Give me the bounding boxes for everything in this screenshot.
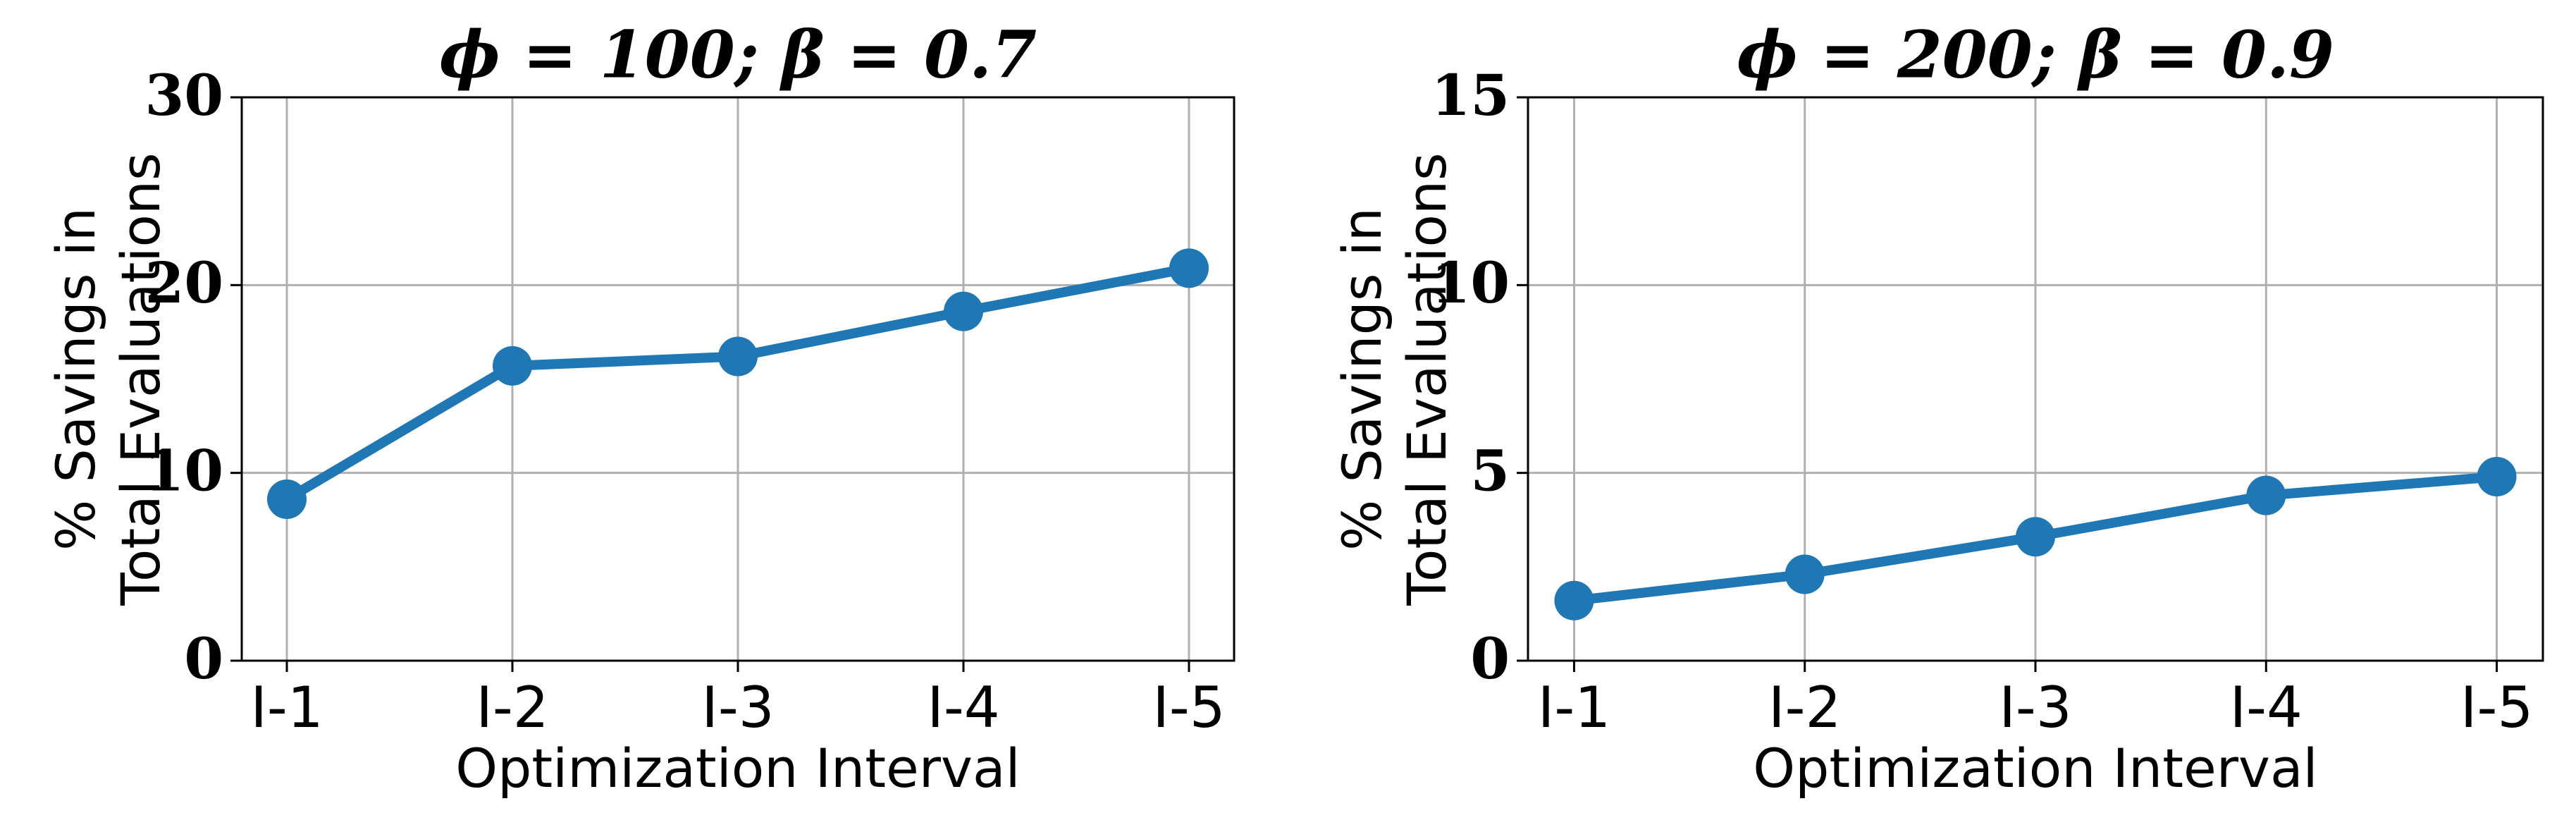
chart-title: ϕ = 200; β = 0.9 xyxy=(1737,17,2334,93)
data-point xyxy=(2016,517,2055,557)
y-tick-label: 30 xyxy=(145,62,223,128)
x-axis-label: Optimization Interval xyxy=(455,737,1020,800)
x-tick-label: I-1 xyxy=(250,675,323,740)
x-axis-label: Optimization Interval xyxy=(1753,737,2317,800)
x-tick-label: I-5 xyxy=(2460,675,2533,740)
plot-frame xyxy=(240,96,1235,662)
x-tick-label: I-4 xyxy=(2230,675,2303,740)
y-axis-label: % Savings in xyxy=(44,207,107,551)
data-point xyxy=(1169,248,1209,288)
x-tick-label: I-3 xyxy=(1999,675,2071,740)
x-tick-label: I-1 xyxy=(1538,675,1610,740)
y-tick-label: 0 xyxy=(184,625,223,692)
y-axis-label: % Savings in xyxy=(1331,207,1393,551)
data-point xyxy=(2246,475,2286,515)
x-tick-label: I-3 xyxy=(701,675,774,740)
y-tick-label: 5 xyxy=(1470,438,1510,504)
x-tick-label: I-2 xyxy=(476,675,548,740)
x-tick-label: I-4 xyxy=(927,675,999,740)
y-tick-label: 0 xyxy=(1470,625,1510,692)
data-point xyxy=(267,479,307,519)
data-point xyxy=(2477,456,2517,496)
y-tick-label: 20 xyxy=(145,250,223,316)
data-point xyxy=(1785,554,1825,594)
data-point xyxy=(1554,580,1594,621)
data-point xyxy=(493,346,532,386)
x-tick-label: I-2 xyxy=(1768,675,1841,740)
y-tick-label: 10 xyxy=(1431,250,1510,316)
chart-title: ϕ = 100; β = 0.7 xyxy=(439,17,1037,93)
y-axis-label: Total Evaluations xyxy=(109,152,172,606)
data-point xyxy=(718,336,758,377)
y-tick-label: 15 xyxy=(1431,62,1510,128)
data-point xyxy=(944,291,983,331)
x-tick-label: I-5 xyxy=(1152,675,1225,740)
y-tick-label: 10 xyxy=(145,438,223,504)
y-axis-label: Total Evaluations xyxy=(1395,152,1458,606)
plot-frame xyxy=(1527,96,2544,662)
